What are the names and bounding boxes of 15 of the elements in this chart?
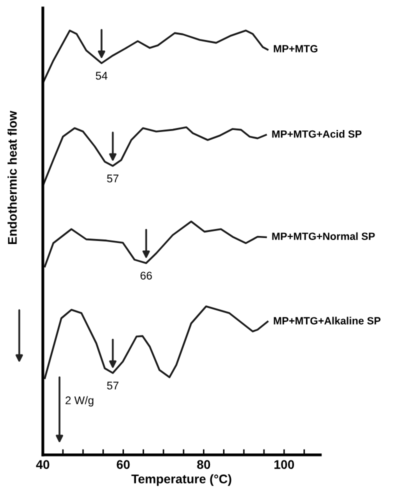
x-axis-title: Temperature (°C) xyxy=(131,474,232,486)
annotation: 66 xyxy=(140,272,152,280)
x-tick-label: 40 xyxy=(36,460,50,469)
x-tick-label: 80 xyxy=(197,460,210,469)
series-label: MP+MTG xyxy=(274,45,318,52)
x-tick-label: 60 xyxy=(116,460,130,469)
annotation: 57 xyxy=(107,382,118,390)
annotation: 54 xyxy=(96,72,108,80)
series-label: MP+MTG+Alkaline SP xyxy=(274,316,380,324)
series-label: MP+MTG+Normal SP xyxy=(272,232,375,240)
x-tick-label: 100 xyxy=(274,460,294,469)
annotation: 57 xyxy=(107,174,118,182)
y-axis-title: Endothermic heat flow xyxy=(8,110,17,244)
annotation: 2 W/g xyxy=(66,396,94,406)
series-label: MP+MTG+Acid SP xyxy=(272,130,362,138)
